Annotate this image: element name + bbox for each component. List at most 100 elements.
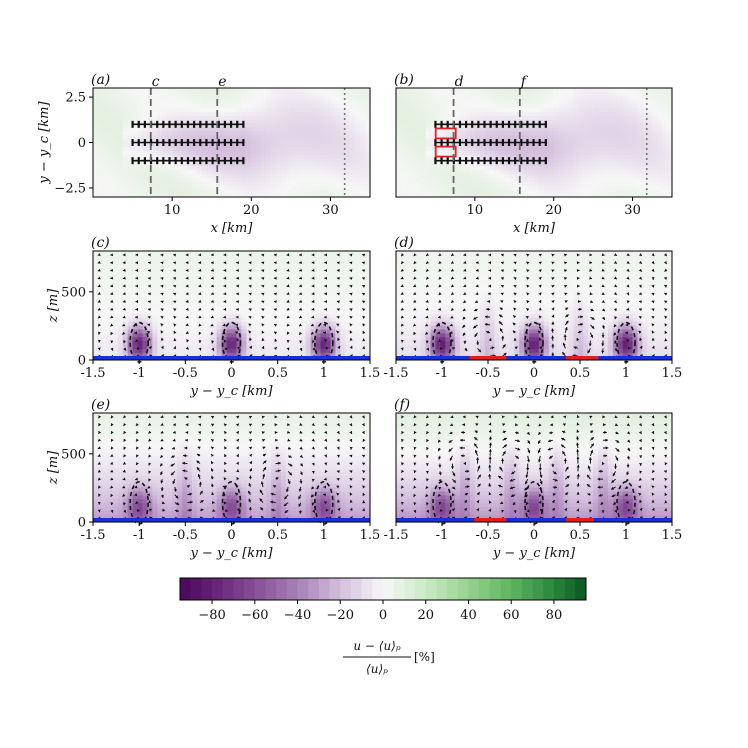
heat-cell [97, 134, 104, 140]
heat-cell [102, 119, 109, 124]
heat-cell [335, 286, 341, 291]
heat-cell [310, 189, 317, 194]
heat-cell [122, 161, 129, 167]
heat-cell [410, 158, 417, 163]
heat-cell [295, 262, 302, 268]
heat-cell [251, 258, 257, 264]
heat-cell [415, 126, 422, 132]
velocity-arrowhead [110, 260, 114, 264]
heat-cell [588, 146, 594, 151]
heat-cell [97, 169, 104, 175]
heat-cell [553, 126, 560, 132]
heat-cell [112, 301, 119, 307]
heat-cell [360, 305, 366, 310]
heat-cell [617, 95, 624, 101]
heat-cell [360, 165, 366, 171]
heat-cell [642, 169, 648, 175]
heat-cell [285, 150, 292, 155]
heat-cell [172, 99, 178, 105]
heat-cell [122, 286, 129, 291]
heat-cell [662, 173, 668, 179]
heat-cell [360, 107, 366, 112]
heat-cell [360, 154, 366, 159]
heat-cell [637, 119, 644, 124]
heat-cell [563, 119, 570, 124]
heat-cell [285, 88, 292, 93]
heat-cell [216, 266, 223, 272]
heat-cell [251, 115, 257, 120]
heat-cell [469, 88, 476, 93]
heat-cell [335, 324, 341, 330]
heat-cell [335, 270, 341, 275]
heat-cell [226, 309, 233, 314]
heat-cell [117, 340, 124, 346]
heat-cell [221, 185, 228, 190]
heat-cell [266, 150, 272, 155]
heat-cell [657, 134, 663, 140]
heat-cell [335, 134, 341, 140]
heat-cell [553, 123, 560, 128]
heat-cell [310, 251, 317, 256]
heat-cell [290, 95, 297, 101]
heat-cell [563, 169, 570, 175]
heat-cell [182, 95, 188, 101]
heat-cell [320, 181, 327, 186]
heat-cell [246, 254, 252, 260]
heat-cell [534, 142, 540, 147]
heat-cell [657, 146, 663, 151]
heat-cell [107, 332, 114, 338]
heat-cell [484, 95, 491, 101]
heat-cell [647, 107, 653, 112]
heat-cell [350, 115, 356, 120]
heat-cell [132, 115, 139, 120]
heat-cell [548, 95, 555, 101]
heat-cell [310, 336, 317, 342]
heat-cell [330, 111, 336, 116]
heat-cell [196, 332, 203, 338]
heat-cell [236, 123, 242, 128]
heat-cell [295, 293, 302, 299]
heat-cell [241, 130, 247, 136]
heat-cell [186, 321, 193, 326]
heat-cell [122, 91, 129, 97]
heat-cell [662, 185, 668, 190]
heat-cell [320, 270, 327, 275]
heat-cell [445, 111, 451, 116]
heat-cell [280, 336, 287, 342]
heat-cell [667, 154, 673, 159]
heat-cell [271, 123, 277, 128]
heat-cell [266, 189, 272, 194]
heat-cell [97, 107, 104, 112]
heat-cell [271, 185, 277, 190]
heat-cell [157, 95, 163, 101]
heat-cell [420, 123, 427, 128]
heat-cell [365, 332, 371, 338]
heat-cell [335, 119, 341, 124]
heat-cell [315, 286, 322, 291]
heat-cell [167, 177, 173, 183]
heat-cell [642, 165, 648, 171]
heat-cell [330, 293, 336, 299]
heat-cell [152, 301, 158, 307]
heat-cell [360, 286, 366, 291]
heat-cell [657, 181, 663, 186]
heat-cell [221, 88, 228, 93]
heat-cell [637, 123, 644, 128]
heat-cell [365, 111, 371, 116]
heat-cell [117, 317, 124, 322]
heat-cell [548, 173, 555, 179]
heat-cell [122, 107, 129, 112]
heat-cell [593, 177, 599, 183]
heat-cell [112, 99, 119, 105]
heat-cell [637, 158, 644, 163]
heat-cell [425, 150, 432, 155]
heat-cell [335, 301, 341, 307]
heat-cell [350, 274, 356, 279]
heat-cell [573, 126, 579, 132]
heat-cell [132, 146, 139, 151]
heat-cell [117, 88, 124, 93]
heat-cell [445, 185, 451, 190]
heat-cell [345, 134, 351, 140]
heat-cell [266, 142, 272, 147]
heat-cell [280, 185, 287, 190]
